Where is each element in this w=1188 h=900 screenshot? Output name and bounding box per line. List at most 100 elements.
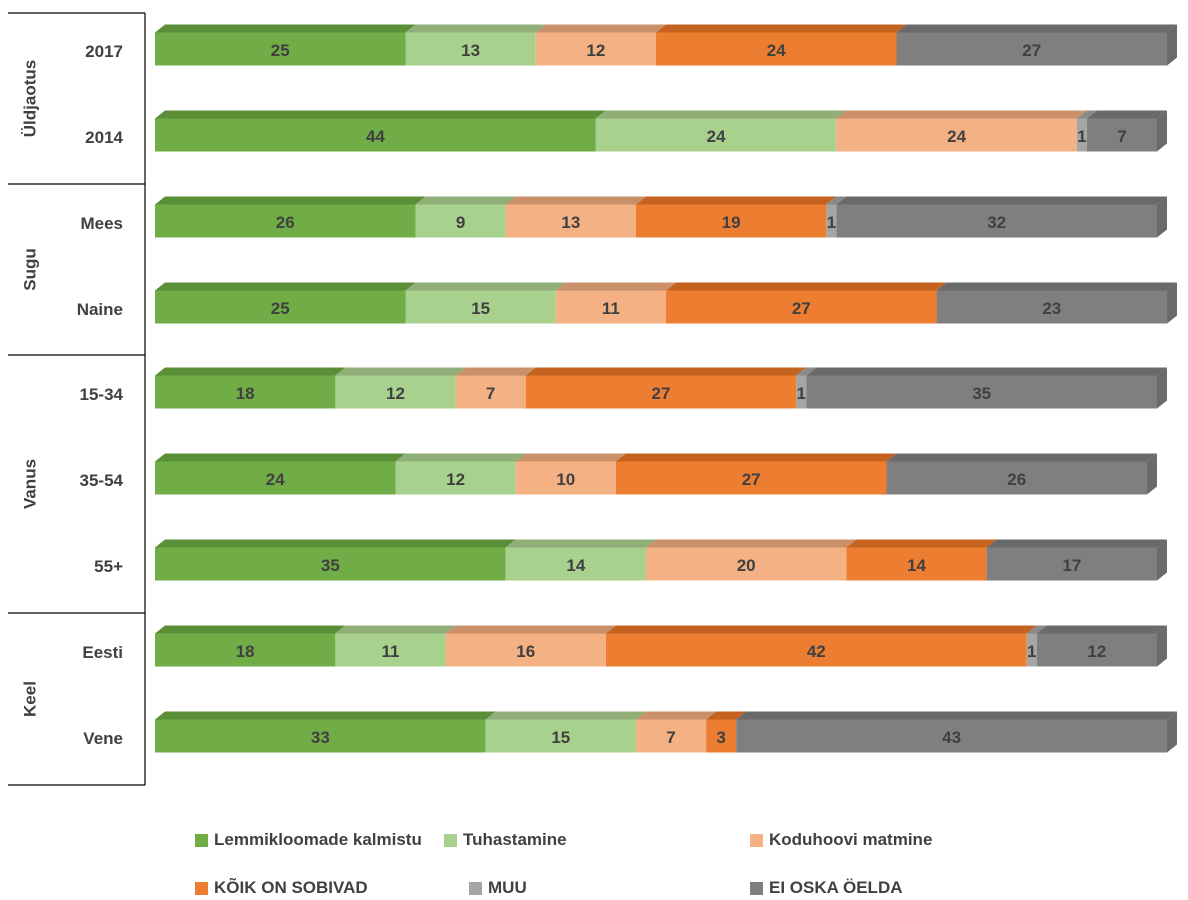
data-label: 18 [236,384,255,403]
data-label: 13 [561,213,580,232]
data-label: 24 [767,41,786,60]
category-label: Naine [77,300,123,319]
group-label: Vanus [21,459,40,509]
bar-top-face [535,24,666,33]
data-label: 43 [942,728,961,747]
bar-side-face [1167,24,1178,66]
bar-top-face [445,625,616,634]
data-label: 3 [716,728,725,747]
bar-segment [1076,118,1087,152]
bar-segment [155,118,596,152]
bar-segment [836,204,1157,238]
bar-segment [555,290,667,324]
bar-segment [886,461,1147,495]
bar-segment [445,633,606,667]
data-label: 19 [722,213,741,232]
category-label: Mees [80,214,123,233]
bar-segment [666,290,937,324]
bar-top-face [846,539,997,548]
bar-top-face [615,453,897,462]
data-label: 7 [666,728,675,747]
data-label: 25 [271,299,290,318]
data-label: 23 [1042,299,1061,318]
bar-top-face [836,196,1167,205]
bar-segment [1026,633,1037,667]
bar-segment [535,32,656,66]
bar-top-face [155,539,516,548]
bar-top-face [706,711,747,720]
data-label: 27 [792,299,811,318]
bar-top-face [525,367,807,376]
bar-segment [836,118,1077,152]
legend-swatch [195,881,208,895]
bar-top-face [605,625,1037,634]
bar-top-face [1086,110,1167,119]
legend-swatch [195,833,208,847]
data-label: 13 [461,41,480,60]
bar-top-face [485,711,646,720]
bar-side-face [1167,711,1178,753]
data-label: 14 [907,556,926,575]
legend: Lemmikloomade kalmistu Tuhastamine Koduhoo… [195,830,1095,900]
data-label: 1 [797,384,806,403]
bar-top-face [645,539,857,548]
data-label: 20 [737,556,756,575]
bar-segment [706,719,737,753]
group-label: Üldjaotus [21,60,40,137]
legend-label: MUU [488,878,527,897]
legend-label: Koduhoovi matmine [769,830,933,849]
bar-top-face [1076,110,1097,119]
bar-segment [155,547,506,581]
category-label: Eesti [82,643,123,662]
data-label: 26 [1007,470,1026,489]
bar-top-face [335,367,466,376]
bar-side-face [1157,539,1167,581]
data-label: 14 [566,556,585,575]
data-label: 1 [1077,127,1086,146]
bar-top-face [635,196,837,205]
bar-top-face [415,196,516,205]
data-label: 33 [311,728,330,747]
group-label: Keel [21,681,40,717]
bar-top-face [836,110,1087,119]
data-label: 11 [381,642,399,661]
data-label: 11 [602,299,620,318]
data-label: 27 [742,470,761,489]
bar-side-face [1167,282,1178,324]
bar-segment [896,32,1168,66]
bar-top-face [405,24,546,33]
data-label: 10 [556,470,575,489]
bar-segment [335,633,446,667]
bar-segment [505,204,636,238]
data-label: 27 [1022,41,1041,60]
bar-top-face [736,711,1178,720]
bar-top-face [986,539,1167,548]
bar-segment [155,290,406,324]
data-label: 7 [1117,127,1126,146]
bar-top-face [595,110,847,119]
legend-label: EI OSKA ÖELDA [769,878,903,897]
data-label: 35 [321,556,340,575]
bar-top-face [155,625,346,634]
bar-top-face [455,367,536,376]
bar-top-face [635,711,717,720]
legend-swatch [444,833,457,847]
bar-segment [986,547,1157,581]
legend-item: Lemmikloomade kalmistu [195,830,422,850]
bar-segment [656,32,897,66]
bar-segment [155,32,406,66]
bar-segment [455,375,526,409]
data-label: 24 [266,470,285,489]
bar-side-face [1157,110,1167,152]
bar-top-face [515,453,626,462]
bar-top-face [555,282,677,291]
legend-swatch [469,881,482,895]
bar-segment [155,461,396,495]
group-label: Sugu [21,248,40,291]
bar-top-face [395,453,526,462]
data-label: 17 [1062,556,1081,575]
legend-item: Tuhastamine [444,830,567,850]
bar-segment [525,375,797,409]
category-label: 2014 [85,128,123,147]
